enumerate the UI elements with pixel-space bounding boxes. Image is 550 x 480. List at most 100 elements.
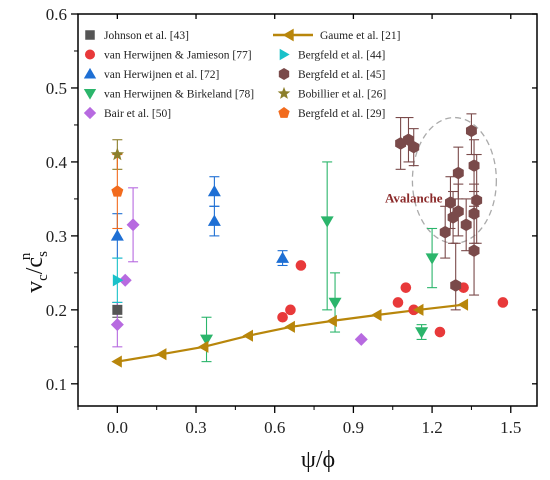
y-tick-label: 0.5 (46, 79, 67, 98)
legend-marker (278, 68, 290, 80)
data-point (400, 282, 412, 293)
data-point (285, 304, 296, 316)
data-point (110, 229, 124, 241)
legend-entry: Bergfeld et al. [45] (278, 68, 385, 81)
data-point (207, 185, 221, 197)
legend: Johnson et al. [43] Gaume et al. [21] van … (83, 28, 400, 120)
legend-label: van Herwijnen & Birkeland [78] (104, 89, 254, 101)
y-tick-label: 0.1 (46, 375, 67, 394)
data-point (207, 214, 221, 226)
data-point (465, 124, 477, 138)
legend-marker (282, 28, 294, 42)
legend-marker (85, 30, 95, 40)
legend-label: Bergfeld et al. [29] (298, 108, 385, 120)
data-point (276, 251, 290, 263)
legend-marker (83, 106, 97, 120)
legend-label: Bobillier et al. [26] (298, 89, 386, 101)
legend-label: Bair et al. [50] (104, 108, 171, 120)
legend-entry: van Herwijnen & Jamieson [77] (84, 49, 252, 62)
data-point (457, 298, 469, 311)
legend-marker (83, 88, 97, 100)
data-point (412, 303, 424, 316)
data-point (155, 348, 167, 361)
data-point (392, 297, 404, 308)
data-point (434, 326, 446, 338)
data-point (354, 332, 368, 346)
data-point (126, 218, 140, 232)
y-tick-label: 0.4 (46, 153, 68, 172)
legend-entry: Bobillier et al. [26] (277, 86, 386, 101)
data-point (471, 194, 483, 207)
data-point (439, 225, 451, 239)
y-label-sup: n (18, 252, 34, 260)
data-point (468, 244, 480, 257)
legend-marker (83, 67, 97, 79)
x-tick-label: 0.0 (107, 418, 128, 437)
data-point (468, 159, 480, 172)
y-label-main: v (22, 281, 48, 293)
legend-label: Gaume et al. [21] (320, 30, 400, 42)
data-point (197, 340, 209, 353)
data-point (200, 334, 214, 346)
data-point (118, 273, 132, 287)
data-point (444, 196, 456, 209)
x-tick-label: 0.6 (264, 418, 285, 437)
legend-entry: Gaume et al. [21] (273, 28, 400, 42)
legend-entry: van Herwijnen et al. [72] (83, 67, 219, 81)
data-point (497, 297, 509, 308)
y-tick-label: 0.2 (46, 301, 67, 320)
y-label-mid: /c (22, 257, 48, 274)
x-tick-label: 1.2 (421, 418, 442, 437)
legend-entry: Johnson et al. [43] (85, 30, 189, 42)
data-point (242, 329, 253, 342)
y-tick-label: 0.3 (46, 227, 67, 246)
plot-border (77, 13, 538, 407)
data-point (408, 140, 420, 154)
legend-label: van Herwijnen et al. [72] (104, 69, 219, 81)
data-markers (110, 124, 509, 368)
x-tick-label: 1.5 (500, 418, 521, 437)
x-tick-label: 0.9 (343, 418, 364, 437)
axes: 0.0 0.3 0.6 0.9 1.2 1.5 0.1 0.2 0.3 0.4 0.5 0.6 (46, 5, 537, 437)
data-point (112, 304, 123, 315)
data-point (328, 297, 342, 309)
x-axis-title: ψ/ϕ (301, 447, 335, 473)
data-point (295, 260, 307, 271)
legend-marker (84, 49, 96, 60)
y-label-sub2: s (35, 251, 51, 257)
data-point (110, 147, 124, 161)
data-point (425, 253, 439, 265)
legend-label: Bergfeld et al. [45] (298, 69, 385, 81)
avalanche-region (411, 116, 497, 244)
data-point (326, 314, 337, 328)
y-tick-label: 0.6 (46, 5, 67, 24)
y-axis-title: vc/csn (18, 251, 51, 293)
avalanche-annotation: Avalanche (385, 191, 443, 206)
data-point (320, 216, 334, 228)
data-point (415, 327, 429, 339)
legend-marker (277, 86, 291, 99)
data-point (452, 166, 464, 180)
data-point (110, 318, 124, 332)
data-point (111, 185, 124, 197)
plot-frame (77, 13, 538, 407)
data-point (468, 207, 480, 220)
data-point (277, 311, 288, 323)
data-point (452, 205, 464, 218)
data-point (111, 355, 122, 368)
legend-label: van Herwijnen & Jamieson [77] (104, 50, 252, 62)
legend-entry: Bergfeld et al. [29] (278, 107, 385, 120)
legend-entry: Bergfeld et al. [44] (279, 48, 385, 62)
legend-label: Bergfeld et al. [44] (298, 50, 385, 62)
legend-entry: Bair et al. [50] (83, 106, 171, 120)
data-point (460, 218, 472, 232)
data-point (112, 274, 124, 287)
legend-marker (279, 48, 290, 61)
legend-entry: van Herwijnen & Birkeland [78] (83, 88, 254, 101)
avalanche-ellipse (411, 116, 497, 244)
y-label-sub1: c (35, 274, 51, 281)
legend-marker (278, 107, 290, 118)
x-tick-label: 0.3 (185, 418, 206, 437)
data-point (284, 320, 295, 333)
